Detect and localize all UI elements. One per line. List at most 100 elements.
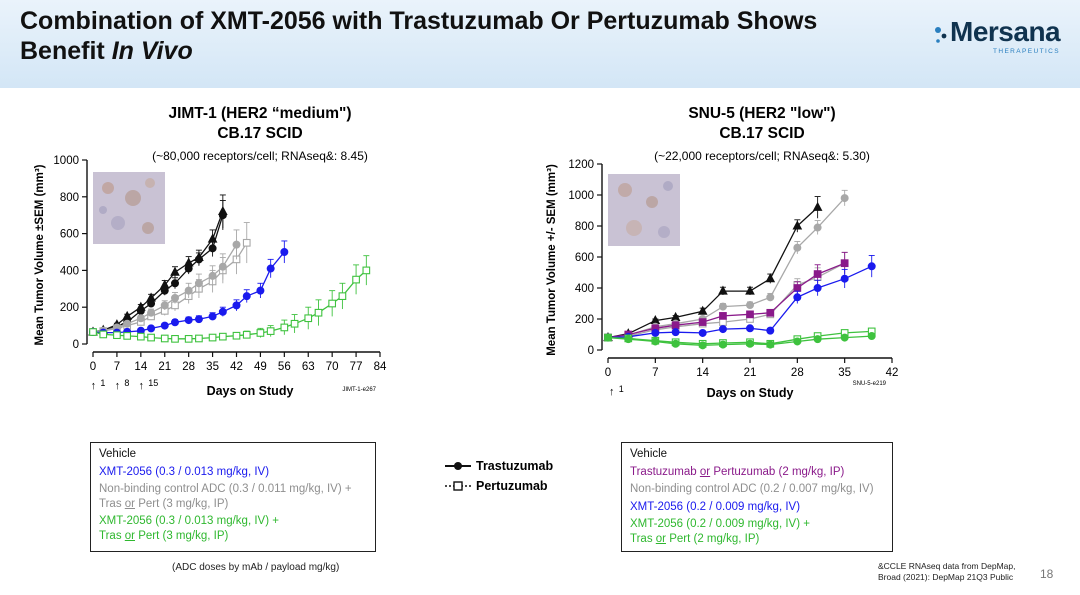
snu5-data-point — [840, 194, 849, 203]
snu5-data-point — [867, 262, 876, 271]
jimt1-data-point — [208, 244, 217, 253]
snu5-xtick-label: 28 — [791, 367, 804, 379]
jimt1-data-point — [256, 286, 265, 295]
snu5-data-point — [719, 312, 727, 320]
jimt1-xtick-label: 84 — [374, 361, 387, 373]
jimt1-data-point — [218, 332, 227, 341]
jimt1-xtick-label: 21 — [158, 361, 171, 373]
snu5-plot-area: 0 200 400 600 800 1000 1200 0 7 14 21 28 35 42 ↑ 1 — [568, 159, 898, 398]
snu5-dose-arrow: ↑ — [609, 386, 615, 398]
chart-snu5-title: SNU-5 (HER2 "low") — [688, 105, 835, 122]
chart-snu5: SNU-5 (HER2 "low") CB.17 SCID (~22,000 r… — [546, 105, 898, 400]
snu5-data-point — [766, 326, 775, 335]
snu5-data-point — [746, 310, 754, 319]
jimt1-xtick-label: 42 — [230, 361, 243, 373]
snu5-ihc-image — [608, 174, 680, 246]
jimt1-series-line — [92, 269, 367, 340]
jimt1-data-point — [280, 323, 289, 332]
jimt1-data-point — [232, 331, 241, 340]
snu5-series-line — [607, 335, 872, 346]
snu5-data-point — [813, 223, 822, 232]
jimt1-data-point — [304, 314, 313, 323]
snu5-data-point — [651, 337, 660, 346]
jimt1-data-point — [160, 301, 169, 310]
jimt1-xtick-label: 63 — [302, 361, 315, 373]
snu5-data-point — [651, 328, 660, 337]
snu5-data-point — [746, 301, 754, 310]
snu5-data-point — [792, 220, 803, 230]
jimt1-data-point — [171, 334, 179, 343]
jimt1-data-point — [99, 330, 108, 339]
footnote: &CCLE RNAseq data from DepMap, Broad (20… — [878, 561, 1034, 583]
snu5-ytick-label: 400 — [575, 283, 594, 295]
snu5-series-vehicle — [604, 332, 876, 350]
snu5-data-point — [671, 328, 680, 337]
snu5-series-line — [607, 265, 872, 339]
jimt1-dose-arrow: ↑ — [139, 380, 145, 392]
jimt1-xtick-label: 7 — [114, 361, 120, 373]
snu5-xtick-label: 21 — [744, 367, 757, 379]
legend-right-combo-line1: XMT-2056 (0.2 / 0.009 mg/kg, IV) + — [630, 518, 810, 530]
legend-left-combo-line1: XMT-2056 (0.3 / 0.013 mg/kg, IV) + — [99, 515, 279, 527]
legend-left-combo-line2-post: Pert (3 mg/kg, IP) — [135, 529, 229, 542]
snu5-ytick-label: 0 — [588, 345, 594, 357]
dose-note: (ADC doses by mAb / payload mg/kg) — [172, 562, 340, 573]
legend-left-nb-or: or — [124, 497, 136, 510]
legend-left-vehicle: Vehicle — [99, 448, 137, 460]
legend-right-combo-line2-pre: Tras — [630, 532, 656, 545]
pertuzumab-legend-label: Pertuzumab — [476, 479, 548, 493]
jimt1-xtick-label: 0 — [90, 361, 96, 373]
snu5-series-line — [607, 206, 819, 339]
snu5-ytick-label: 1200 — [568, 159, 594, 171]
jimt1-data-point — [232, 301, 241, 310]
jimt1-data-point — [171, 318, 179, 327]
jimt1-data-point — [89, 328, 97, 336]
legend-left-xmt: XMT-2056 (0.3 / 0.013 mg/kg, IV) — [99, 465, 270, 478]
snu5-data-point — [718, 340, 727, 349]
snu5-xtick-label: 42 — [886, 367, 899, 379]
chart-jimt1-xlabel: Days on Study — [207, 384, 294, 398]
jimt1-data-point — [232, 240, 241, 249]
jimt1-data-point — [290, 319, 299, 328]
snu5-data-point — [793, 293, 802, 302]
jimt1-data-point — [160, 286, 169, 295]
legend-left-combo-or: or — [124, 529, 136, 542]
jimt1-data-point — [136, 306, 145, 315]
jimt1-data-point — [160, 321, 169, 330]
legend-right-tp-or: or — [699, 465, 711, 478]
jimt1-xtick-label: 14 — [134, 361, 147, 373]
snu5-xtick-label: 7 — [652, 367, 658, 379]
snu5-ihc-texture — [618, 181, 673, 238]
jimt1-ihc-image — [93, 172, 165, 244]
snu5-xtick-label: 0 — [605, 367, 611, 379]
snu5-data-point — [671, 321, 680, 330]
jimt1-data-point — [242, 292, 251, 301]
slide-title: Combination of XMT-2056 with Trastuzumab… — [20, 6, 940, 66]
snu5-ytick-label: 200 — [575, 314, 594, 326]
snu5-ytick-label: 800 — [575, 221, 594, 233]
chart-snu5-model: CB.17 SCID — [719, 125, 804, 142]
snu5-xtick-label: 14 — [696, 367, 709, 379]
snu5-data-point — [624, 335, 633, 344]
jimt1-data-point — [362, 266, 371, 275]
snu5-ytick-label: 600 — [575, 252, 594, 264]
snu5-series-line — [607, 330, 872, 345]
jimt1-data-point — [147, 324, 156, 333]
jimt1-dose-arrow: ↑ — [115, 380, 121, 392]
legend-right-tp-pre: Trastuzumab — [630, 465, 700, 478]
jimt1-xtick-label: 77 — [350, 361, 363, 373]
jimt1-data-point — [147, 308, 156, 317]
snu5-data-point — [793, 284, 802, 292]
legend-left-nonbinding: Non-binding control ADC (0.3 / 0.011 mg/… — [99, 482, 367, 511]
page-number: 18 — [1040, 567, 1054, 581]
jimt1-data-point — [218, 211, 227, 220]
snu5-data-point — [719, 318, 727, 326]
snu5-data-point — [718, 302, 727, 311]
legend-right-tras-pert: Trastuzumab or Pertuzumab (2 mg/kg, IP) — [630, 465, 884, 480]
legend-left-nb-line2-post: Pert (3 mg/kg, IP) — [135, 497, 229, 510]
jimt1-data-point — [195, 334, 203, 343]
snu5-data-point — [698, 341, 707, 350]
snu5-data-point — [604, 333, 612, 342]
snu5-data-point — [813, 284, 822, 292]
snu5-xtick-label: 35 — [838, 367, 851, 379]
